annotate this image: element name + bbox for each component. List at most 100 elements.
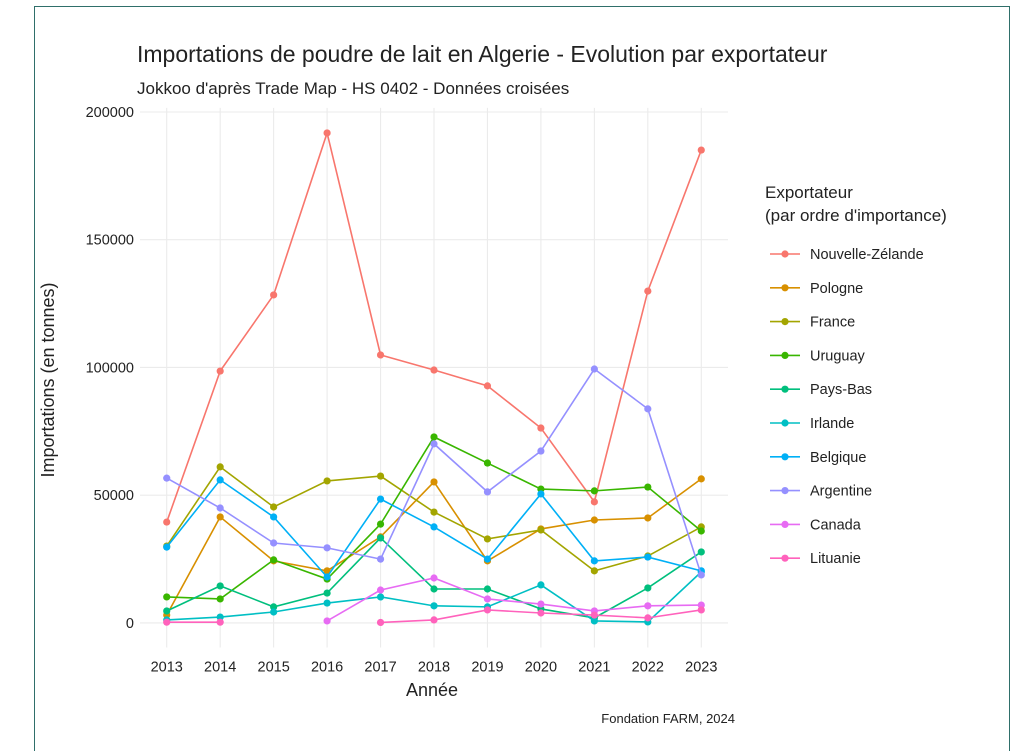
data-point bbox=[590, 365, 598, 373]
data-point bbox=[537, 581, 545, 589]
legend-key-point bbox=[781, 318, 789, 326]
data-point bbox=[590, 498, 598, 506]
legend-label: Pays-Bas bbox=[810, 382, 872, 398]
data-point bbox=[430, 433, 438, 441]
data-point bbox=[376, 593, 385, 601]
data-point bbox=[323, 573, 331, 581]
data-point bbox=[216, 513, 224, 521]
data-point bbox=[697, 606, 705, 614]
data-point bbox=[430, 585, 438, 593]
data-point bbox=[270, 603, 278, 611]
y-tick-label: 100000 bbox=[86, 360, 134, 376]
y-tick-label: 0 bbox=[126, 616, 134, 632]
x-tick-label: 2021 bbox=[578, 660, 610, 676]
y-tick-label: 150000 bbox=[86, 233, 134, 249]
legend-key-point bbox=[781, 351, 789, 359]
data-point bbox=[590, 611, 598, 619]
x-axis-label: Année bbox=[406, 680, 458, 700]
data-point bbox=[644, 287, 652, 295]
data-point bbox=[216, 476, 224, 484]
y-tick-label: 200000 bbox=[86, 105, 134, 121]
data-point bbox=[323, 477, 331, 485]
data-point bbox=[376, 520, 385, 528]
data-point bbox=[644, 584, 652, 592]
data-point bbox=[697, 475, 705, 483]
x-tick-label: 2013 bbox=[151, 660, 183, 676]
data-point bbox=[483, 382, 492, 390]
data-point bbox=[537, 424, 545, 432]
data-point bbox=[163, 593, 171, 601]
caption: Fondation FARM, 2024 bbox=[601, 711, 735, 726]
data-point bbox=[483, 555, 492, 563]
data-point bbox=[430, 366, 438, 374]
data-point bbox=[483, 595, 492, 603]
data-point bbox=[483, 459, 492, 467]
x-tick-label: 2023 bbox=[685, 660, 717, 676]
legend-label: Pologne bbox=[810, 281, 863, 297]
y-tick-label: 50000 bbox=[94, 488, 134, 504]
legend-label: Lituanie bbox=[810, 551, 861, 567]
legend-key-point bbox=[781, 487, 789, 495]
data-point bbox=[590, 617, 598, 625]
data-point bbox=[537, 526, 545, 534]
data-point bbox=[590, 487, 598, 495]
data-point bbox=[270, 556, 278, 564]
data-point bbox=[216, 463, 224, 471]
data-point bbox=[430, 440, 438, 448]
data-point bbox=[644, 553, 652, 561]
legend-label: Canada bbox=[810, 517, 862, 533]
legend-label: Irlande bbox=[810, 416, 854, 432]
data-point bbox=[270, 513, 278, 521]
legend-key-point bbox=[781, 554, 789, 562]
data-point bbox=[483, 585, 492, 593]
data-point bbox=[590, 567, 598, 575]
data-point bbox=[323, 589, 331, 597]
data-point bbox=[537, 600, 545, 608]
legend-title: Exportateur bbox=[765, 183, 853, 202]
data-point bbox=[430, 602, 438, 610]
data-point bbox=[376, 555, 385, 563]
data-point bbox=[430, 574, 438, 582]
data-point bbox=[430, 616, 438, 624]
legend-key-point bbox=[781, 453, 789, 461]
legend-label: Argentine bbox=[810, 484, 872, 500]
data-point bbox=[216, 367, 224, 375]
x-tick-label: 2019 bbox=[471, 660, 503, 676]
data-point bbox=[590, 557, 598, 565]
data-point bbox=[644, 405, 652, 413]
data-point bbox=[376, 586, 385, 594]
legend-key-point bbox=[781, 419, 789, 427]
data-point bbox=[163, 518, 171, 526]
data-point bbox=[163, 474, 171, 482]
data-point bbox=[376, 495, 385, 503]
data-point bbox=[376, 472, 385, 480]
data-point bbox=[323, 544, 331, 552]
data-point bbox=[216, 613, 224, 621]
data-point bbox=[430, 508, 438, 516]
data-point bbox=[270, 503, 278, 511]
legend-key-point bbox=[781, 385, 789, 393]
data-point bbox=[644, 614, 652, 622]
legend-key-point bbox=[781, 284, 789, 292]
x-tick-label: 2018 bbox=[418, 660, 450, 676]
x-tick-label: 2015 bbox=[258, 660, 290, 676]
data-point bbox=[216, 618, 224, 626]
data-point bbox=[216, 582, 224, 590]
data-point bbox=[537, 490, 545, 498]
data-point bbox=[163, 618, 171, 626]
data-point bbox=[323, 567, 331, 575]
legend-title: (par ordre d'importance) bbox=[765, 206, 947, 225]
x-tick-label: 2022 bbox=[632, 660, 664, 676]
x-tick-label: 2016 bbox=[311, 660, 343, 676]
data-point bbox=[644, 514, 652, 522]
data-point bbox=[644, 602, 652, 610]
data-point bbox=[323, 129, 331, 137]
data-point bbox=[216, 504, 224, 512]
data-point bbox=[697, 571, 705, 579]
legend-key-point bbox=[781, 250, 789, 258]
legend-label: Nouvelle-Zélande bbox=[810, 247, 924, 263]
frame bbox=[34, 6, 1010, 751]
data-point bbox=[376, 534, 385, 542]
x-tick-label: 2017 bbox=[364, 660, 396, 676]
data-point bbox=[163, 607, 171, 615]
